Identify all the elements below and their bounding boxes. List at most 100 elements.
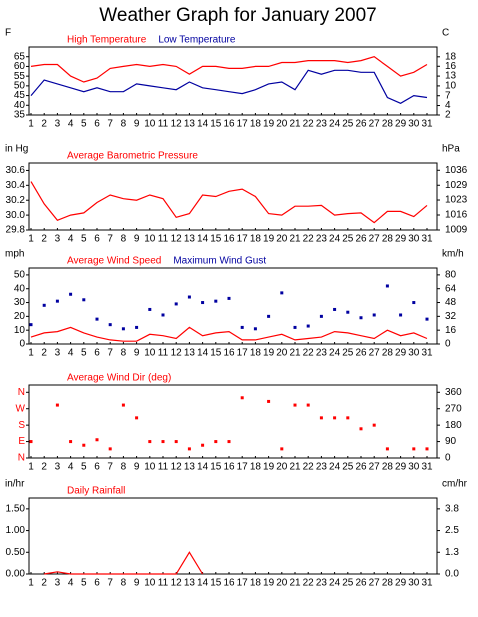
data-point — [293, 325, 297, 329]
x-tick-label: 20 — [276, 348, 288, 359]
y2-tick-label: 10 — [445, 81, 457, 92]
data-point — [227, 440, 231, 444]
y2-tick-label: 90 — [445, 436, 457, 447]
y-tick-label: S — [18, 420, 25, 431]
y-tick-label: W — [16, 403, 26, 414]
x-tick-label: 14 — [197, 578, 209, 589]
plot-frame — [28, 267, 438, 345]
x-tick-label: 6 — [94, 119, 100, 130]
series-line — [44, 551, 204, 575]
x-tick-label: 11 — [158, 234, 169, 245]
series-line — [30, 69, 428, 104]
y2-tick-label: 180 — [445, 420, 462, 431]
y-tick-label: 0 — [19, 339, 25, 350]
series-line — [30, 56, 428, 83]
x-tick-label: 15 — [210, 578, 222, 589]
x-tick-label: 17 — [237, 234, 249, 245]
y-tick-label: 30.2 — [6, 195, 26, 206]
x-tick-label: 14 — [197, 234, 209, 245]
x-tick-label: 7 — [107, 119, 113, 130]
y2-tick-label: 1.3 — [445, 547, 459, 558]
y2-tick-label: 1036 — [445, 165, 468, 176]
x-tick-label: 20 — [276, 119, 288, 130]
x-tick-label: 12 — [171, 348, 183, 359]
data-point — [372, 313, 376, 317]
x-tick-label: 30 — [408, 348, 420, 359]
legend-entry: Average Barometric Pressure — [67, 151, 198, 162]
x-tick-label: 11 — [158, 462, 169, 473]
x-tick-label: 1 — [28, 234, 34, 245]
x-tick-label: 26 — [355, 462, 367, 473]
x-tick-label: 9 — [134, 234, 140, 245]
data-point — [319, 314, 323, 318]
y-tick-label: 10 — [14, 325, 26, 336]
data-point — [385, 284, 389, 288]
legend-entry: Low Temperature — [158, 35, 236, 46]
x-tick-label: 8 — [121, 119, 127, 130]
y-tick-label: 45 — [14, 90, 26, 101]
y-tick-label: E — [18, 436, 25, 447]
x-tick-label: 22 — [303, 119, 315, 130]
data-point — [425, 317, 429, 321]
x-tick-label: 12 — [171, 119, 183, 130]
x-tick-label: 14 — [197, 462, 209, 473]
x-tick-label: 25 — [342, 348, 354, 359]
y-tick-label: 1.00 — [6, 525, 26, 536]
x-tick-label: 20 — [276, 462, 288, 473]
x-tick-label: 29 — [395, 119, 407, 130]
x-tick-label: 28 — [382, 578, 394, 589]
x-tick-label: 29 — [395, 578, 407, 589]
x-tick-label: 31 — [421, 348, 433, 359]
x-tick-label: 10 — [144, 119, 156, 130]
x-tick-label: 16 — [223, 462, 235, 473]
data-point — [201, 301, 205, 305]
x-tick-label: 24 — [329, 119, 341, 130]
data-point — [346, 310, 350, 314]
x-tick-label: 27 — [369, 119, 381, 130]
x-tick-label: 7 — [107, 462, 113, 473]
x-tick-label: 25 — [342, 119, 354, 130]
x-tick-label: 26 — [355, 119, 367, 130]
x-tick-label: 14 — [197, 119, 209, 130]
y-tick-label: N — [18, 387, 25, 398]
x-tick-label: 30 — [408, 578, 420, 589]
x-tick-label: 17 — [237, 462, 249, 473]
data-point — [69, 292, 73, 296]
data-point — [425, 447, 429, 451]
y2-tick-label: 360 — [445, 387, 462, 398]
x-tick-label: 25 — [342, 578, 354, 589]
x-tick-label: 16 — [223, 578, 235, 589]
x-tick-label: 21 — [289, 462, 301, 473]
x-tick-label: 22 — [303, 462, 315, 473]
data-point — [412, 447, 416, 451]
x-tick-label: 4 — [68, 234, 74, 245]
y-tick-label: 50 — [14, 270, 26, 281]
x-tick-label: 12 — [171, 578, 183, 589]
y2-tick-label: 16 — [445, 61, 457, 72]
x-tick-label: 24 — [329, 234, 341, 245]
y2-tick-label: 13 — [445, 71, 457, 82]
x-tick-label: 9 — [134, 348, 140, 359]
x-tick-label: 10 — [144, 234, 156, 245]
x-tick-label: 3 — [55, 462, 61, 473]
x-tick-label: 24 — [329, 578, 341, 589]
x-tick-label: 5 — [81, 348, 87, 359]
x-tick-label: 15 — [210, 119, 222, 130]
x-tick-label: 17 — [237, 578, 249, 589]
x-tick-label: 31 — [421, 578, 433, 589]
x-tick-label: 26 — [355, 234, 367, 245]
x-tick-label: 15 — [210, 234, 222, 245]
x-tick-label: 3 — [55, 578, 61, 589]
plot-frame — [28, 46, 438, 116]
y2-unit-label: hPa — [442, 144, 460, 155]
x-tick-label: 27 — [369, 234, 381, 245]
x-tick-label: 22 — [303, 234, 315, 245]
data-point — [148, 307, 152, 311]
x-tick-label: 31 — [421, 234, 433, 245]
y-tick-label: 40 — [14, 100, 26, 111]
x-tick-label: 23 — [316, 462, 328, 473]
x-tick-label: 13 — [184, 462, 196, 473]
data-point — [240, 396, 244, 400]
data-point — [227, 296, 231, 300]
x-tick-label: 20 — [276, 578, 288, 589]
